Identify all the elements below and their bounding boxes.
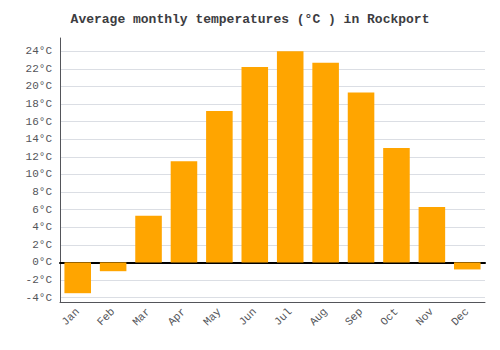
svg-text:Dec: Dec [449, 306, 471, 328]
svg-text:Jun: Jun [237, 306, 259, 328]
svg-text:8°C: 8°C [32, 186, 52, 198]
svg-text:Apr: Apr [166, 306, 188, 328]
svg-text:May: May [201, 305, 224, 328]
svg-text:14°C: 14°C [26, 133, 53, 145]
svg-text:2°C: 2°C [32, 239, 52, 251]
svg-text:Jul: Jul [272, 306, 294, 328]
svg-text:6°C: 6°C [32, 204, 52, 216]
svg-text:Feb: Feb [95, 306, 117, 328]
svg-text:4°C: 4°C [32, 221, 52, 233]
svg-text:Jan: Jan [59, 306, 81, 328]
svg-text:12°C: 12°C [26, 151, 53, 163]
svg-text:Aug: Aug [307, 306, 329, 328]
svg-text:24°C: 24°C [26, 45, 53, 57]
svg-text:20°C: 20°C [26, 80, 53, 92]
svg-text:-4°C: -4°C [26, 292, 53, 304]
svg-text:10°C: 10°C [26, 168, 53, 180]
svg-text:Sep: Sep [343, 306, 365, 328]
svg-text:Average monthly temperatures (: Average monthly temperatures (°C ) in Ro… [71, 12, 430, 27]
svg-text:Mar: Mar [130, 306, 152, 328]
svg-text:Nov: Nov [414, 305, 437, 328]
svg-text:18°C: 18°C [26, 98, 53, 110]
svg-text:22°C: 22°C [26, 63, 53, 75]
svg-text:-2°C: -2°C [26, 274, 53, 286]
svg-text:0°C: 0°C [32, 256, 52, 268]
svg-text:Oct: Oct [378, 306, 400, 328]
svg-text:16°C: 16°C [26, 116, 53, 128]
